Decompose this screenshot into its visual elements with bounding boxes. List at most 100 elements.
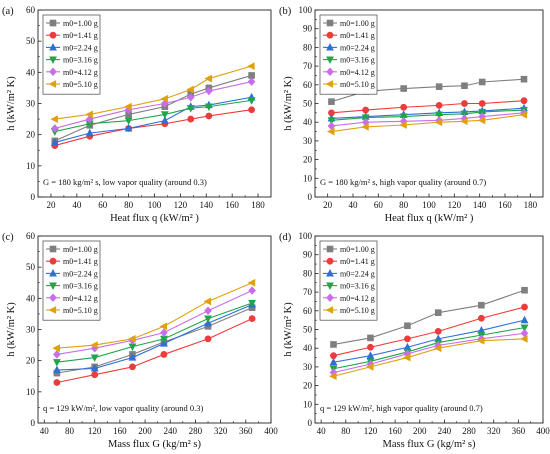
legend-frame xyxy=(42,240,101,321)
data-point xyxy=(160,111,169,119)
data-point xyxy=(85,110,93,119)
series xyxy=(51,106,255,149)
data-point xyxy=(204,306,212,316)
data-point xyxy=(124,117,133,126)
y-tick-label: 30 xyxy=(26,325,36,335)
data-point xyxy=(205,86,213,96)
chart-panel: (d) 0 10 20 30 40 50 60 70 80 90 100 40 80 120 160 200 24… xyxy=(279,231,550,450)
legend-label: m0=1.41 g xyxy=(63,257,98,266)
data-point xyxy=(329,372,337,381)
legend-item: m0=3.16 g xyxy=(323,282,375,291)
data-point xyxy=(327,127,335,136)
legend-swatch-marker xyxy=(48,306,57,314)
y-tick-label: 40 xyxy=(303,343,313,353)
y-tick-label: 60 xyxy=(303,80,313,90)
series xyxy=(53,315,256,386)
x-tick-label: 240 xyxy=(438,426,452,436)
series xyxy=(327,108,528,131)
series-line xyxy=(56,307,253,374)
x-tick-label: 280 xyxy=(189,426,203,436)
y-tick-label: 20 xyxy=(303,155,313,165)
x-tick-label: 320 xyxy=(487,426,501,436)
series-line xyxy=(333,289,525,346)
y-tick-label: 20 xyxy=(26,356,36,366)
legend-label: m0=2.24 g xyxy=(63,269,98,278)
legend-label: m0=2.24 g xyxy=(340,269,375,278)
legend-label: m0=2.24 g xyxy=(63,43,98,52)
x-tick-label: 160 xyxy=(388,426,402,436)
legend-label: m0=1.00 g xyxy=(340,245,375,254)
x-axis-title: Heat flux q (kW/m² ) xyxy=(110,213,199,224)
legend-item: m0=5.10 g xyxy=(46,80,98,89)
x-axis: 20 40 60 80 100 120 140 160 180 xyxy=(323,193,538,210)
y-tick-label: 50 xyxy=(26,36,36,46)
legend-swatch-marker xyxy=(326,56,334,65)
legend: m0=1.00 g m0=1.41 g m0=2.24 g m0=3.16 g m0=4… xyxy=(42,14,101,95)
panel-label: (c) xyxy=(2,232,14,243)
panel-label: (d) xyxy=(279,232,292,243)
y-axis: 0 10 20 30 40 50 60 xyxy=(26,231,42,428)
data-point xyxy=(330,341,337,348)
legend-label: m0=4.12 g xyxy=(63,68,98,77)
legend-frame xyxy=(319,240,378,321)
data-point xyxy=(399,121,407,129)
data-point xyxy=(404,322,411,330)
y-tick-label: 30 xyxy=(303,362,313,372)
legend-swatch-marker xyxy=(326,31,334,39)
data-point xyxy=(204,74,212,83)
x-tick-label: 360 xyxy=(239,426,253,436)
x-axis-title: Mass flux G (kg/m² s) xyxy=(383,439,476,450)
y-tick-label: 0 xyxy=(31,418,36,428)
legend-swatch-marker xyxy=(326,67,334,77)
x-axis: 40 80 120 160 200 240 280 320 360 400 xyxy=(317,419,550,436)
data-point xyxy=(160,351,168,358)
y-axis-title: h (kW/m² K) xyxy=(283,302,294,357)
panel-label: (a) xyxy=(2,6,14,17)
data-point xyxy=(160,116,169,124)
data-point xyxy=(124,102,132,111)
chart-annotation: G = 180 kg/m² s, low vapor quality (arou… xyxy=(43,177,207,187)
series xyxy=(330,286,528,348)
legend-label: m0=5.10 g xyxy=(340,80,375,89)
data-point xyxy=(247,97,256,105)
legend-item: m0=1.41 g xyxy=(323,31,375,40)
data-point xyxy=(50,138,59,146)
y-tick-label: 100 xyxy=(299,231,313,241)
data-point xyxy=(247,62,255,70)
legend-swatch-marker xyxy=(326,282,334,291)
data-point xyxy=(520,75,528,83)
legend-frame xyxy=(42,14,101,95)
legend-swatch-marker xyxy=(326,245,334,253)
legend: m0=1.00 g m0=1.41 g m0=2.24 g m0=3.16 g m0=4… xyxy=(42,240,101,321)
x-tick-label: 240 xyxy=(163,426,177,436)
data-point xyxy=(367,334,374,342)
data-point xyxy=(90,354,99,363)
series-line xyxy=(54,96,252,143)
legend-item: m0=5.10 g xyxy=(323,306,375,315)
data-point xyxy=(521,286,528,294)
y-axis: 0 10 20 30 40 50 60 xyxy=(26,5,42,202)
y-tick-label: 10 xyxy=(303,399,313,409)
data-point xyxy=(52,344,60,353)
legend-swatch-marker xyxy=(49,31,57,39)
legend-label: m0=3.16 g xyxy=(340,282,375,291)
x-tick-label: 120 xyxy=(174,200,188,210)
data-point xyxy=(248,299,257,308)
data-point xyxy=(329,357,338,366)
y-axis-title: h (kW/m² K) xyxy=(6,302,17,357)
legend-item: m0=4.12 g xyxy=(323,293,375,303)
legend-item: m0=4.12 g xyxy=(46,67,98,77)
legend-item: m0=1.00 g xyxy=(323,245,375,254)
legend-swatch-marker xyxy=(49,257,57,265)
legend-label: m0=1.00 g xyxy=(63,19,98,28)
data-point xyxy=(205,112,213,120)
data-point xyxy=(186,105,195,113)
x-tick-label: 140 xyxy=(200,200,214,210)
data-point xyxy=(124,123,133,132)
y-tick-label: 30 xyxy=(303,136,313,146)
legend-item: m0=2.24 g xyxy=(323,42,375,52)
y-tick-label: 10 xyxy=(26,161,36,171)
x-tick-label: 160 xyxy=(225,200,239,210)
data-point xyxy=(478,100,486,107)
